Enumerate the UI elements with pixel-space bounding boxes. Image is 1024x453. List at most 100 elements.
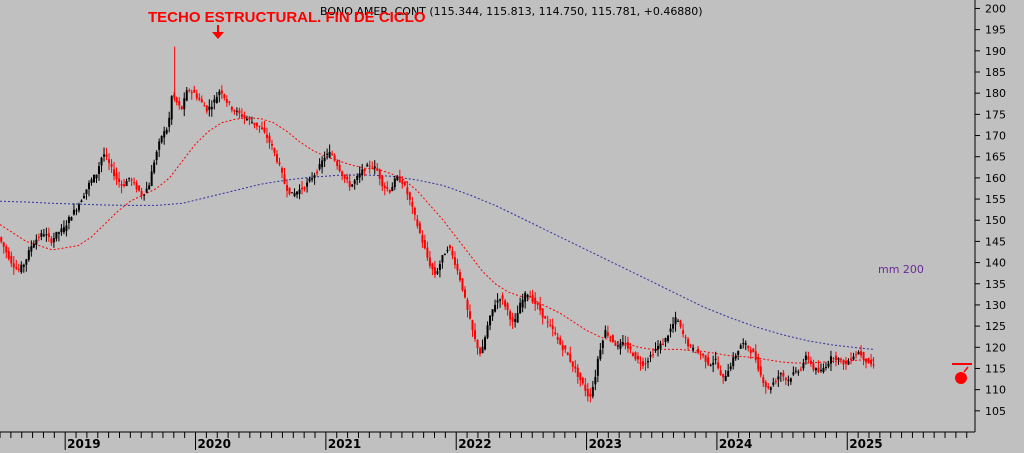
y-tick-label: 105	[985, 405, 1006, 418]
candle-down	[273, 148, 276, 153]
candle-down	[544, 316, 547, 319]
candle-down	[456, 263, 459, 271]
candle-down	[474, 330, 477, 339]
candle-down	[7, 251, 10, 259]
candle-up	[619, 343, 622, 349]
candle-up	[649, 355, 652, 357]
candle-up	[692, 347, 695, 350]
candle-up	[744, 343, 747, 345]
candle-down	[433, 267, 436, 275]
candle-down	[576, 367, 579, 377]
candle-up	[669, 328, 672, 332]
candle-up	[67, 217, 70, 224]
candle-down	[113, 169, 116, 177]
candle-down	[368, 165, 371, 167]
candle-up	[519, 302, 522, 314]
candle-down	[17, 268, 20, 271]
x-tick-label: 2020	[198, 437, 231, 451]
candle-down	[719, 370, 722, 375]
candle-up	[714, 358, 717, 360]
candle-down	[629, 346, 632, 350]
candle-down	[233, 110, 236, 112]
candle-down	[606, 332, 609, 336]
y-tick-label: 115	[985, 362, 1006, 375]
candle-up	[72, 209, 75, 215]
candle-up	[366, 164, 369, 167]
candle-down	[123, 184, 126, 187]
candle-up	[30, 246, 33, 252]
candle-up	[75, 210, 78, 212]
candle-up	[77, 204, 80, 211]
candle-up	[804, 355, 807, 361]
candle-down	[133, 182, 136, 184]
candle-up	[351, 184, 354, 187]
candle-up	[153, 162, 156, 173]
candle-up	[125, 180, 128, 186]
candle-up	[323, 157, 326, 162]
candle-down	[636, 356, 639, 360]
candle-up	[489, 315, 492, 326]
candle-up	[373, 166, 376, 169]
candle-down	[466, 299, 469, 310]
candle-down	[634, 352, 637, 360]
candle-up	[677, 320, 680, 322]
candle-down	[782, 372, 785, 377]
candle-down	[589, 393, 592, 397]
ma200-label: mm 200	[878, 263, 924, 276]
x-tick-label: 2023	[589, 437, 622, 451]
candle-up	[737, 350, 740, 355]
candle-down	[338, 165, 341, 172]
candle-up	[298, 189, 301, 194]
candle-up	[601, 340, 604, 349]
candle-up	[514, 319, 517, 322]
candle-down	[767, 386, 770, 388]
x-tick-label: 2019	[67, 437, 100, 451]
candle-up	[168, 117, 171, 127]
candle-down	[120, 184, 123, 186]
candle-up	[794, 370, 797, 372]
candle-down	[130, 179, 133, 181]
candle-up	[742, 343, 745, 345]
candle-up	[150, 171, 153, 186]
candle-up	[657, 345, 660, 350]
candle-up	[183, 98, 186, 110]
candle-up	[481, 346, 484, 354]
axes-layer: 105 110 115 120 125 130 135 140 145 150 155 160 165 1…	[0, 0, 1006, 451]
y-tick-label: 190	[985, 45, 1006, 58]
candle-up	[659, 343, 662, 349]
candle-up	[70, 217, 73, 221]
candle-down	[679, 320, 682, 327]
candle-up	[393, 178, 396, 188]
candle-down	[764, 382, 767, 387]
candle-down	[757, 356, 760, 370]
candle-up	[65, 225, 68, 232]
candle-up	[215, 96, 218, 104]
candle-up	[857, 351, 860, 355]
candle-down	[479, 348, 482, 354]
candle-up	[143, 194, 146, 196]
candle-down	[539, 304, 542, 311]
candle-down	[799, 369, 802, 371]
candle-up	[654, 349, 657, 351]
candle-up	[95, 174, 98, 179]
candle-down	[140, 190, 143, 196]
candle-down	[662, 343, 665, 346]
candle-down	[551, 325, 554, 330]
candle-down	[574, 366, 577, 369]
candle-up	[847, 361, 850, 365]
candle-down	[135, 182, 138, 190]
candle-down	[842, 360, 845, 365]
ma-short-line	[0, 117, 874, 364]
candle-up	[484, 337, 487, 350]
candle-down	[371, 167, 374, 169]
candle-down	[403, 182, 406, 186]
candle-down	[458, 272, 461, 281]
candle-down	[531, 294, 534, 303]
candle-down	[504, 300, 507, 307]
candle-up	[353, 180, 356, 184]
candle-down	[228, 101, 231, 103]
candle-down	[193, 89, 196, 93]
candle-down	[15, 267, 18, 269]
candle-down	[388, 190, 391, 193]
candle-down	[386, 187, 389, 189]
